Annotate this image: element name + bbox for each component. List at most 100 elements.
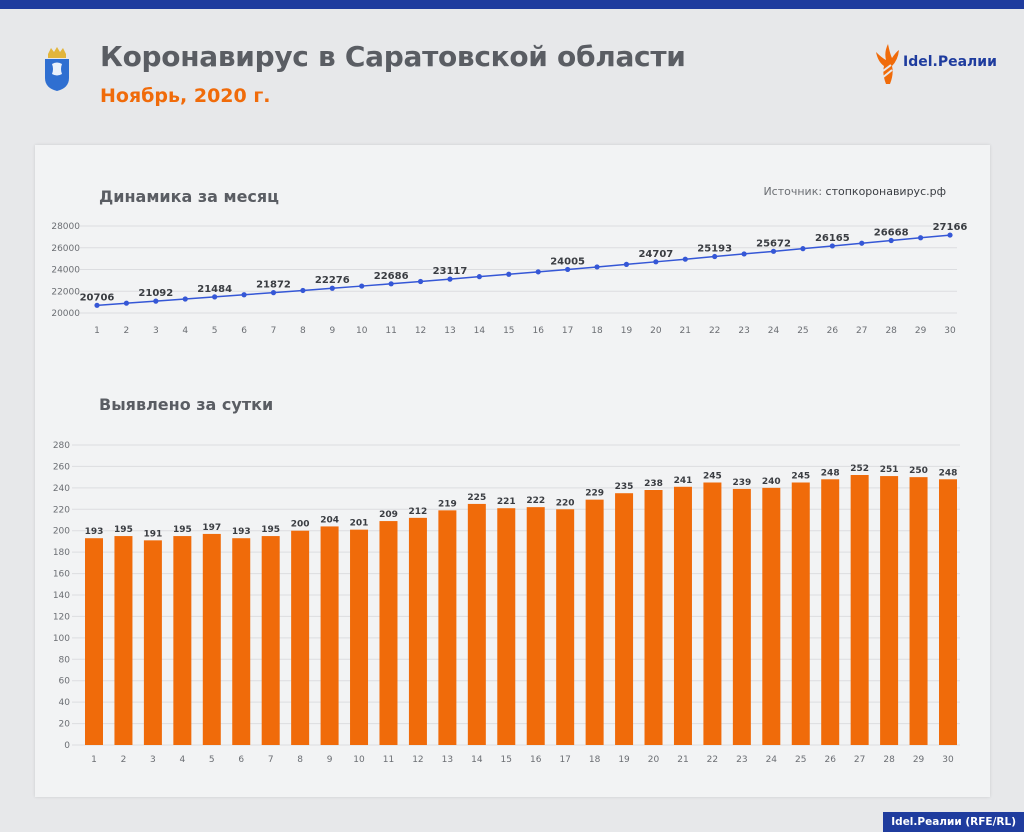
bar <box>673 486 692 745</box>
bar-x-tick-label: 16 <box>530 755 542 765</box>
line-point <box>123 300 130 306</box>
page-subtitle: Ноябрь, 2020 г. <box>100 85 271 107</box>
line-point <box>653 259 659 265</box>
bar-data-label: 195 <box>114 525 133 535</box>
line-x-tick-label: 6 <box>241 326 247 336</box>
bar-y-tick-label: 180 <box>53 548 70 558</box>
bar <box>291 530 310 745</box>
bar <box>880 476 899 745</box>
bar-x-tick-label: 30 <box>942 755 954 765</box>
line-x-tick-label: 26 <box>827 326 839 336</box>
bar <box>909 477 928 745</box>
line-y-tick-label: 24000 <box>51 266 80 276</box>
line-point <box>329 285 335 291</box>
line-data-label: 21484 <box>197 284 232 295</box>
line-x-tick-label: 13 <box>444 326 455 336</box>
line-y-tick-label: 20000 <box>51 309 80 319</box>
bar <box>939 479 957 745</box>
bar-data-label: 229 <box>585 489 604 499</box>
line-point <box>417 278 424 285</box>
bar-x-tick-label: 9 <box>327 755 333 765</box>
bar-data-label: 248 <box>821 468 840 478</box>
line-point <box>388 281 394 287</box>
line-data-label: 22276 <box>315 275 350 286</box>
bar-data-label: 220 <box>556 498 575 508</box>
bar-y-tick-label: 120 <box>53 612 70 622</box>
bar <box>408 517 427 745</box>
bar-data-label: 241 <box>674 476 693 486</box>
bar-data-label: 221 <box>497 497 516 507</box>
bar-x-tick-label: 2 <box>121 755 127 765</box>
line-data-label: 26668 <box>874 227 909 238</box>
line-point <box>506 271 512 277</box>
bar-x-tick-label: 28 <box>883 755 895 765</box>
bar <box>202 533 221 745</box>
line-point <box>859 240 865 246</box>
line-x-tick-label: 7 <box>271 326 277 336</box>
bar-x-tick-label: 7 <box>268 755 274 765</box>
line-x-tick-label: 29 <box>915 326 927 336</box>
bar <box>585 499 604 745</box>
bar-y-tick-label: 160 <box>53 570 70 580</box>
bar-data-label: 245 <box>791 472 810 482</box>
line-x-tick-label: 3 <box>153 326 159 336</box>
line-x-tick-label: 16 <box>532 326 544 336</box>
bar-data-label: 200 <box>291 520 310 530</box>
line-x-tick-label: 8 <box>300 326 306 336</box>
bar-data-label: 252 <box>850 464 869 474</box>
bar-y-tick-label: 60 <box>59 677 71 687</box>
line-chart-title: Динамика за месяц <box>99 187 280 206</box>
bar <box>732 488 751 745</box>
bar <box>438 510 457 745</box>
bar-x-tick-label: 24 <box>766 755 778 765</box>
line-y-tick-label: 22000 <box>51 287 80 297</box>
line-x-tick-label: 9 <box>329 326 335 336</box>
bar-data-label: 239 <box>732 478 751 488</box>
bar-y-tick-label: 260 <box>53 462 70 472</box>
line-point <box>682 256 688 262</box>
bar-data-label: 222 <box>526 496 545 506</box>
line-y-tick-label: 26000 <box>51 244 80 254</box>
line-x-tick-label: 1 <box>94 326 100 336</box>
line-point <box>241 292 247 298</box>
top-accent-bar <box>0 0 1024 9</box>
line-point <box>565 266 571 273</box>
bar-data-label: 212 <box>409 507 428 517</box>
bar <box>703 482 722 745</box>
bar-data-label: 250 <box>909 466 928 476</box>
line-point <box>947 232 953 238</box>
line-x-tick-label: 15 <box>503 326 514 336</box>
bar <box>762 487 781 745</box>
line-data-label: 21872 <box>256 280 291 291</box>
saratov-coat-of-arms-icon <box>45 47 69 91</box>
line-x-tick-label: 20 <box>650 326 662 336</box>
bar-x-tick-label: 4 <box>179 755 185 765</box>
line-data-label: 21092 <box>138 288 173 299</box>
bar <box>173 536 192 745</box>
line-point <box>594 264 600 270</box>
line-x-tick-label: 4 <box>182 326 188 336</box>
bar-x-tick-label: 18 <box>589 755 601 765</box>
bar-data-label: 193 <box>232 527 251 537</box>
bar-chart-title: Выявлено за сутки <box>99 395 274 414</box>
footer-credit: Idel.Реалии (RFE/RL) <box>883 812 1024 832</box>
line-data-label: 26165 <box>815 233 850 244</box>
bar-x-tick-label: 17 <box>559 755 570 765</box>
line-point <box>94 302 100 308</box>
line-data-label: 22686 <box>374 271 409 282</box>
bar-x-tick-label: 10 <box>353 755 365 765</box>
bar-x-tick-label: 26 <box>824 755 836 765</box>
bar <box>143 540 162 745</box>
bar <box>526 507 545 745</box>
bar-data-label: 209 <box>379 510 398 520</box>
bar <box>850 475 869 745</box>
source-value: стопкоронавирус.рф <box>825 185 946 198</box>
source-label: Источник: <box>763 185 823 198</box>
flame-icon <box>876 44 899 84</box>
line-data-label: 27166 <box>933 222 968 233</box>
line-point <box>712 253 718 260</box>
line-point <box>270 290 277 296</box>
bar-y-tick-label: 80 <box>59 655 71 665</box>
bar-x-tick-label: 21 <box>677 755 688 765</box>
line-point <box>212 294 218 300</box>
